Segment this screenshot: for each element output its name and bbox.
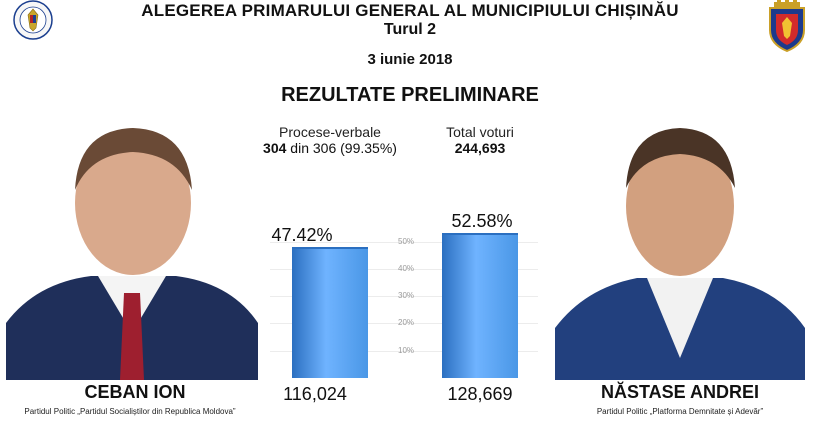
protocols-value: 304 din 306 (99.35%) [240,140,420,156]
y-tick-label: 20% [398,318,415,328]
grid-line [270,241,538,243]
total-votes-label: Total voturi [446,124,514,140]
round-label: Turul 2 [383,21,437,38]
protocols-label: Procese-verbale [279,124,381,140]
election-date: 3 iunie 2018 [367,51,453,68]
y-tick-label: 50% [398,236,415,246]
candidate-party-nastase: Partidul Politic „Platforma Demnitate și… [596,407,764,416]
chart-grid: 10% 20% 30% 40% 50% [270,228,560,378]
grid-line [270,323,538,325]
chisinau-coat-of-arms [766,0,808,53]
grid-line [270,296,538,298]
candidate-name-ceban: CEBAN ION [84,382,186,402]
results-chart: 10% 20% 30% 40% 50% [270,228,560,378]
y-tick-label: 40% [398,263,415,273]
candidate-party-ceban: Partidul Politic „Partidul Socialiștilor… [24,407,236,416]
grid-line [270,268,538,270]
votes-ceban: 116,024 [283,384,347,404]
results-heading: REZULTATE PRELIMINARE [281,84,539,106]
cec-logo [2,0,64,40]
y-tick-label: 30% [398,291,415,301]
total-votes-value: 244,693 [454,140,506,156]
grid-line [270,350,538,352]
protocols-stat: Procese-verbale 304 din 306 (99.35%) [240,124,420,156]
votes-nastase: 128,669 [447,384,513,404]
bar-nastase [442,232,518,378]
protocols-counted: 304 [263,140,287,156]
election-title: ALEGEREA PRIMARULUI GENERAL AL MUNICIPIU… [141,1,679,20]
candidate-photo-ceban [6,118,258,380]
percent-nastase: 52.58% [451,210,513,231]
candidate-name-nastase: NĂSTASE ANDREI [600,382,759,402]
candidate-photo-nastase [555,118,805,380]
bar-ceban [292,246,368,378]
protocols-total: din 306 (99.35%) [286,140,397,156]
percent-ceban: 47.42% [271,224,333,245]
y-tick-label: 10% [398,345,415,355]
total-votes-stat: Total voturi 244,693 [400,124,560,156]
